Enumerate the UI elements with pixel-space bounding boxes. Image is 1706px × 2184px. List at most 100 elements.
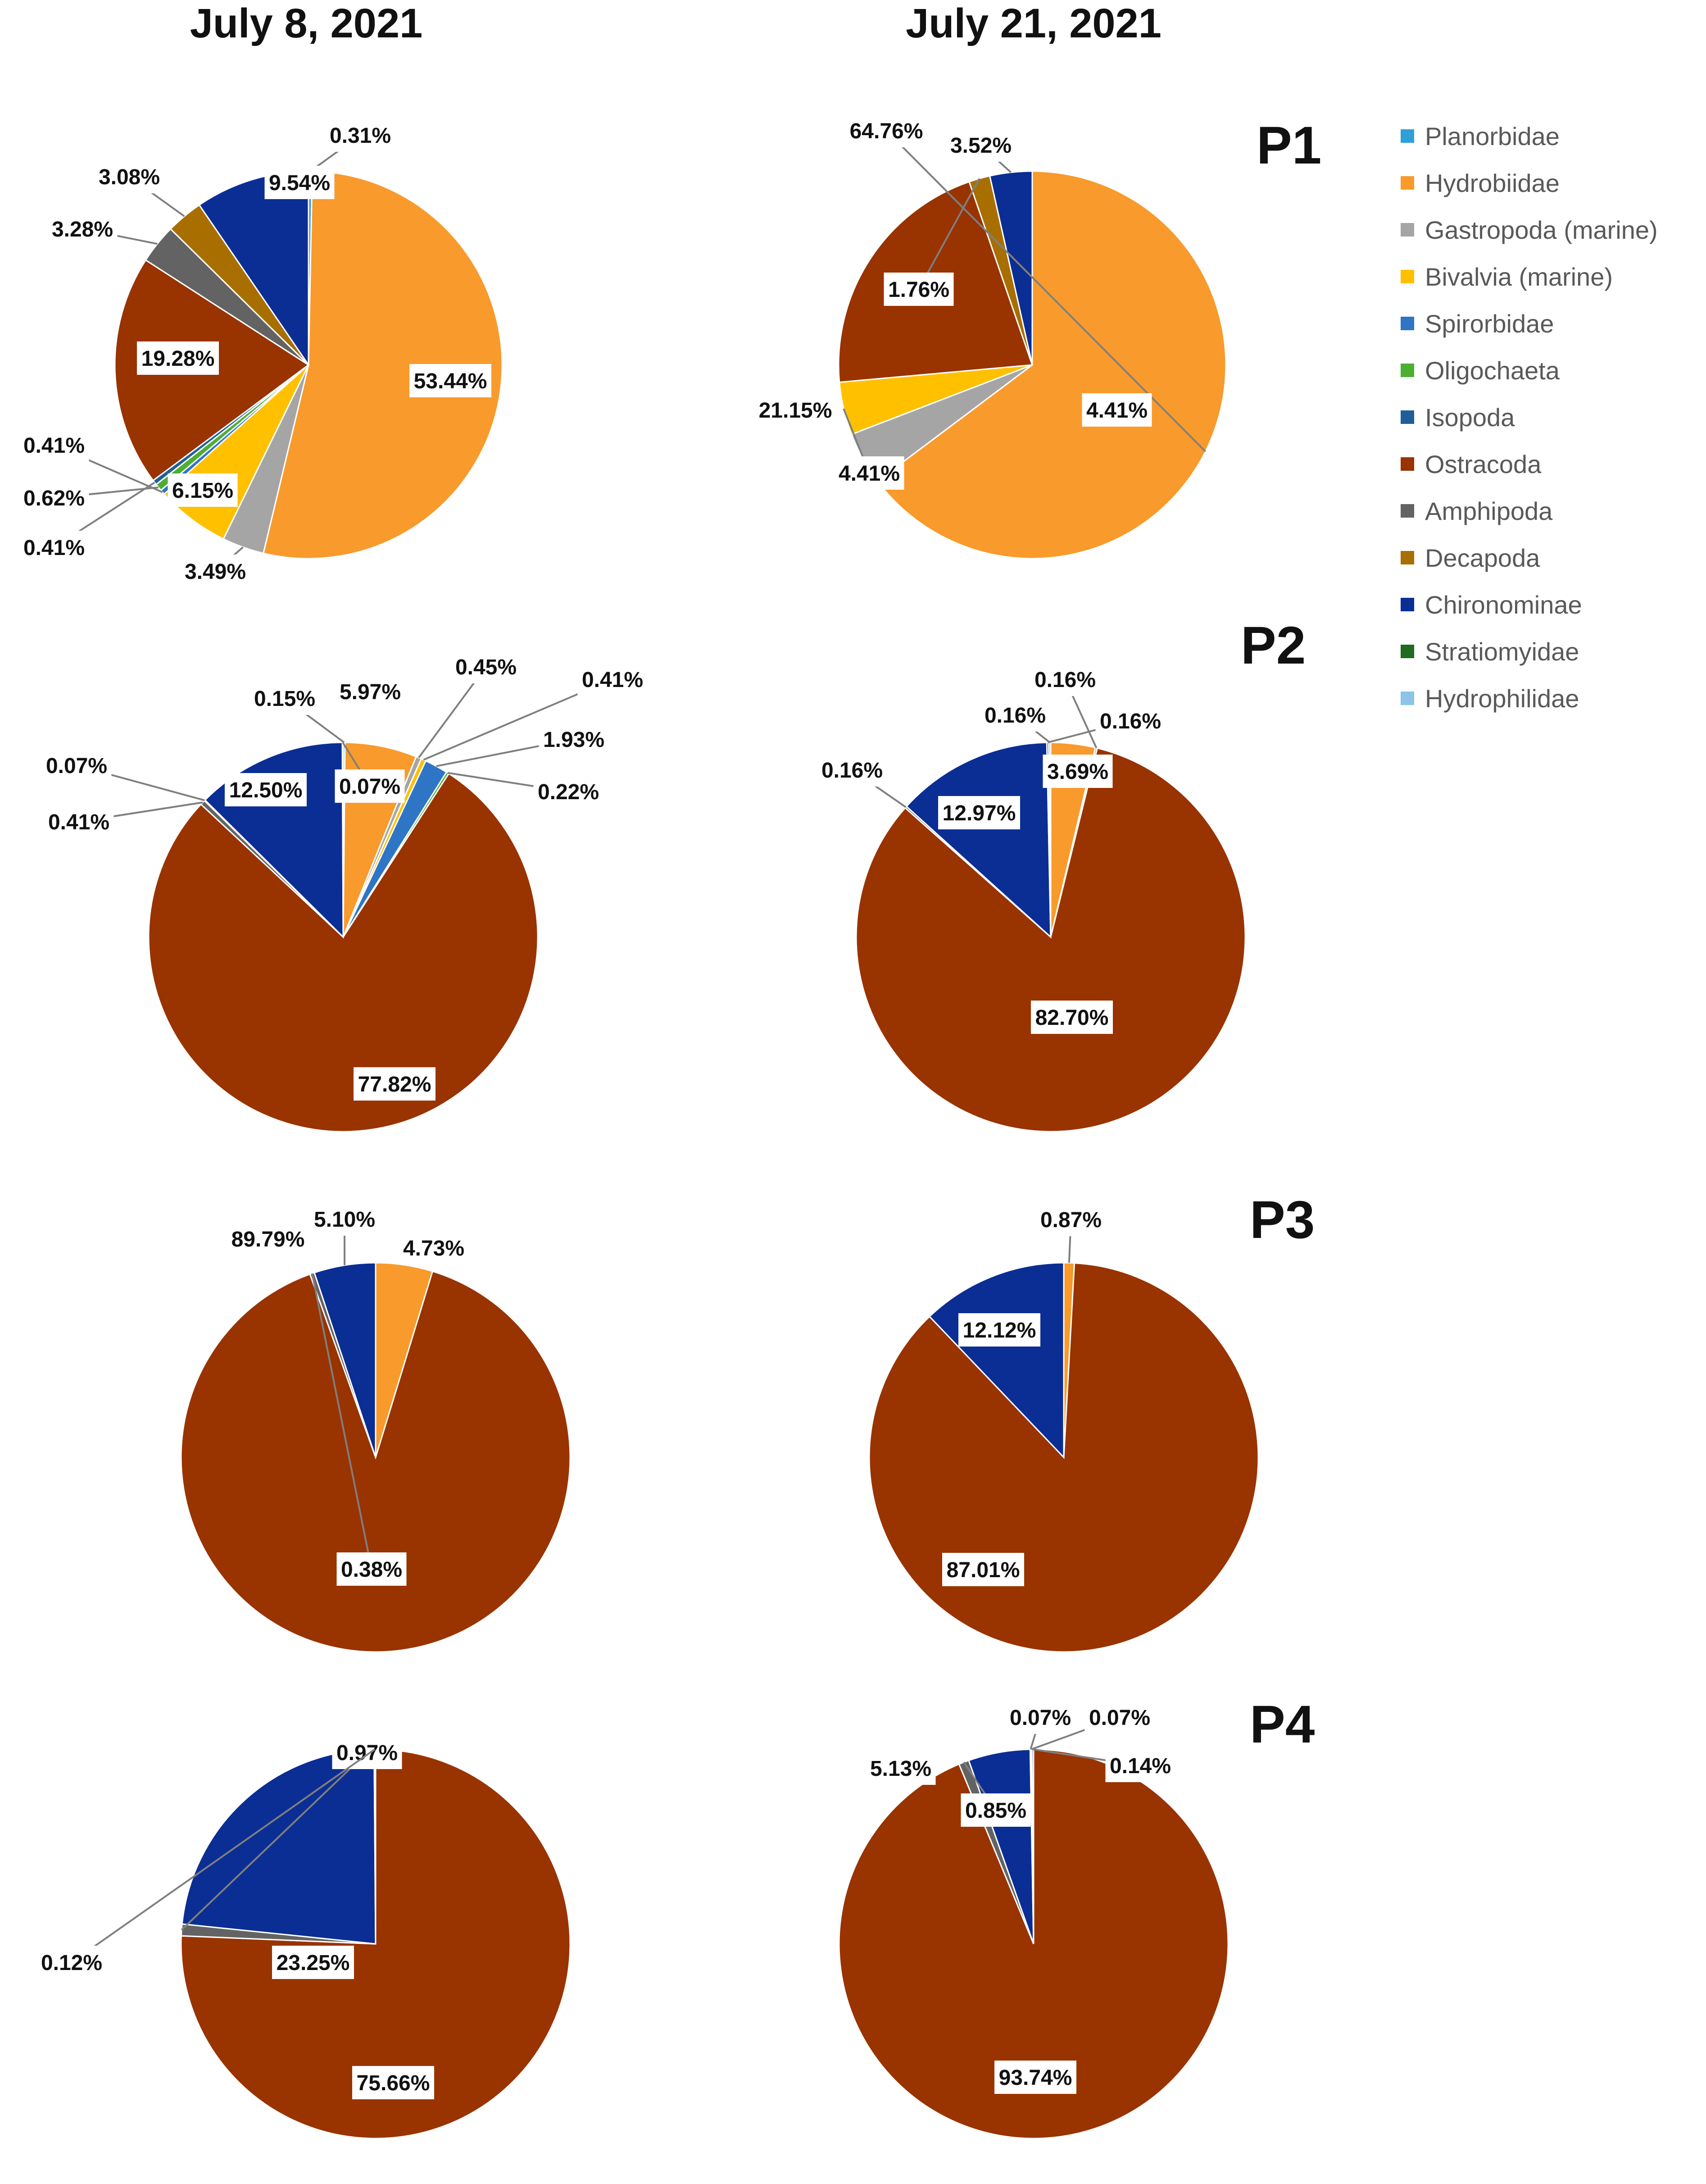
data-label-box (1005, 1701, 1075, 1734)
data-label-box (168, 473, 238, 507)
data-label: 75.66% (357, 2071, 430, 2095)
data-label-box (1030, 663, 1100, 696)
pie-slice-ostracoda (148, 773, 539, 1133)
data-label-box (409, 364, 491, 397)
data-label-box (180, 555, 250, 588)
plot-label-p2: P2 (1241, 616, 1306, 675)
data-label-box (309, 1202, 380, 1236)
data-label-box (961, 1793, 1031, 1827)
data-label: 93.74% (999, 2066, 1072, 2090)
pie-chart-p3-july-21-2021: 0.87% 87.01% 12.12% (868, 1203, 1259, 1653)
data-label: 0.41% (23, 434, 85, 458)
data-label: 12.50% (229, 778, 303, 802)
legend-swatch (1401, 223, 1414, 237)
legend-label: Isopoda (1425, 403, 1515, 432)
data-label: 53.44% (414, 369, 487, 393)
data-label: 0.38% (341, 1558, 402, 1582)
data-label: 0.07% (1010, 1706, 1071, 1730)
data-label: 0.16% (1100, 710, 1161, 733)
pie-chart-p3-july-8-2021: 4.73% 89.79% 0.38% 5.10% (180, 1202, 571, 1653)
data-label: 0.07% (46, 754, 107, 778)
data-label-box (1082, 393, 1152, 427)
plot-label-p1: P1 (1257, 116, 1322, 175)
data-label-box (335, 769, 405, 803)
legend-label: Ostracoda (1425, 450, 1542, 478)
legend-label: Decapoda (1425, 543, 1540, 572)
legend-swatch (1401, 645, 1414, 658)
legend-item-decapoda: Decapoda (1401, 534, 1698, 581)
legend-item-hydrobiidae: Hydrobiidae (1401, 159, 1698, 206)
data-label: 0.31% (330, 124, 391, 148)
data-label: 21.15% (759, 399, 832, 423)
pie-slice-chironominae (928, 1262, 1065, 1459)
data-label: 82.70% (1035, 1006, 1109, 1030)
data-label-box (817, 753, 887, 787)
data-label: 0.16% (821, 759, 883, 783)
legend-swatch (1401, 176, 1414, 190)
data-label-box (1084, 1701, 1155, 1734)
data-label-box (264, 166, 335, 199)
data-label-box (47, 212, 118, 246)
leader-line (181, 1752, 368, 1931)
legend-swatch (1401, 551, 1414, 564)
data-label-box (994, 2061, 1076, 2094)
legend-swatch (1401, 364, 1414, 377)
data-label-box (1105, 1749, 1175, 1782)
data-label-box (958, 1313, 1040, 1347)
data-label: 0.41% (23, 536, 85, 560)
data-label-box (335, 675, 405, 708)
data-label: 9.54% (269, 171, 330, 195)
data-label: 5.97% (340, 680, 401, 704)
data-label: 0.62% (23, 487, 85, 510)
data-label-box (942, 1553, 1024, 1586)
legend-item-isopoda: Isopoda (1401, 394, 1698, 441)
data-label: 5.10% (314, 1208, 375, 1232)
legend: Planorbidae Hydrobiidae Gastropoda (marine… (1401, 113, 1698, 722)
pie-chart-p4-july-21-2021: 93.74% 0.85% 5.13% 0.07% 0.07% 0.14% (838, 1701, 1229, 2139)
data-label: 3.49% (185, 560, 246, 584)
data-label-box (938, 796, 1020, 829)
pie-slice-hydrobiidae (876, 170, 1227, 560)
data-label: 5.13% (870, 1757, 931, 1781)
data-label-box (272, 1946, 354, 1979)
legend-swatch (1401, 129, 1414, 143)
data-label-box (1036, 1203, 1106, 1236)
leader-line (885, 130, 1207, 452)
data-label-box (137, 341, 219, 375)
plot-label-p4: P4 (1250, 1695, 1315, 1754)
data-label-box (332, 1736, 402, 1769)
data-label-box (19, 428, 89, 462)
pie-chart-p1-july-8-2021: 0.31% 53.44% 3.49% 6.15% 0.41% 0.62% 0.41% 19.2… (19, 118, 503, 588)
legend-item-bivalvia-marine: Bivalvia (marine) (1401, 253, 1698, 300)
data-label-box (533, 775, 603, 808)
legend-item-amphipoda: Amphipoda (1401, 487, 1698, 534)
data-label-box (754, 393, 836, 427)
data-label-box (36, 1946, 107, 1979)
data-label: 3.69% (1047, 760, 1108, 784)
data-label: 0.07% (339, 775, 400, 799)
data-label: 0.07% (1089, 1706, 1150, 1730)
data-label-box (539, 723, 609, 756)
data-label-box (44, 805, 114, 838)
legend-item-spirorbidae: Spirorbidae (1401, 300, 1698, 347)
data-label: 0.22% (538, 780, 599, 804)
data-label: 12.12% (963, 1319, 1036, 1342)
column-title-july-8: July 8, 2021 (190, 0, 423, 46)
data-label: 0.14% (1110, 1754, 1171, 1778)
data-label: 23.25% (277, 1951, 350, 1975)
legend-swatch (1401, 692, 1414, 705)
pie-slice-ostracoda (180, 1748, 571, 2139)
data-label: 1.93% (543, 728, 604, 752)
data-label: 0.16% (985, 704, 1046, 728)
data-label-box (19, 531, 89, 564)
legend-item-ostracoda: Ostracoda (1401, 441, 1698, 487)
leader-line (918, 178, 980, 290)
data-label: 0.15% (254, 687, 315, 711)
legend-label: Planorbidae (1425, 122, 1560, 150)
data-label-box (225, 773, 307, 806)
data-label-box (325, 118, 395, 152)
data-label: 0.16% (1034, 668, 1096, 692)
pie-slice-chironominae (905, 742, 1052, 939)
column-title-july-21: July 21, 2021 (906, 0, 1162, 46)
